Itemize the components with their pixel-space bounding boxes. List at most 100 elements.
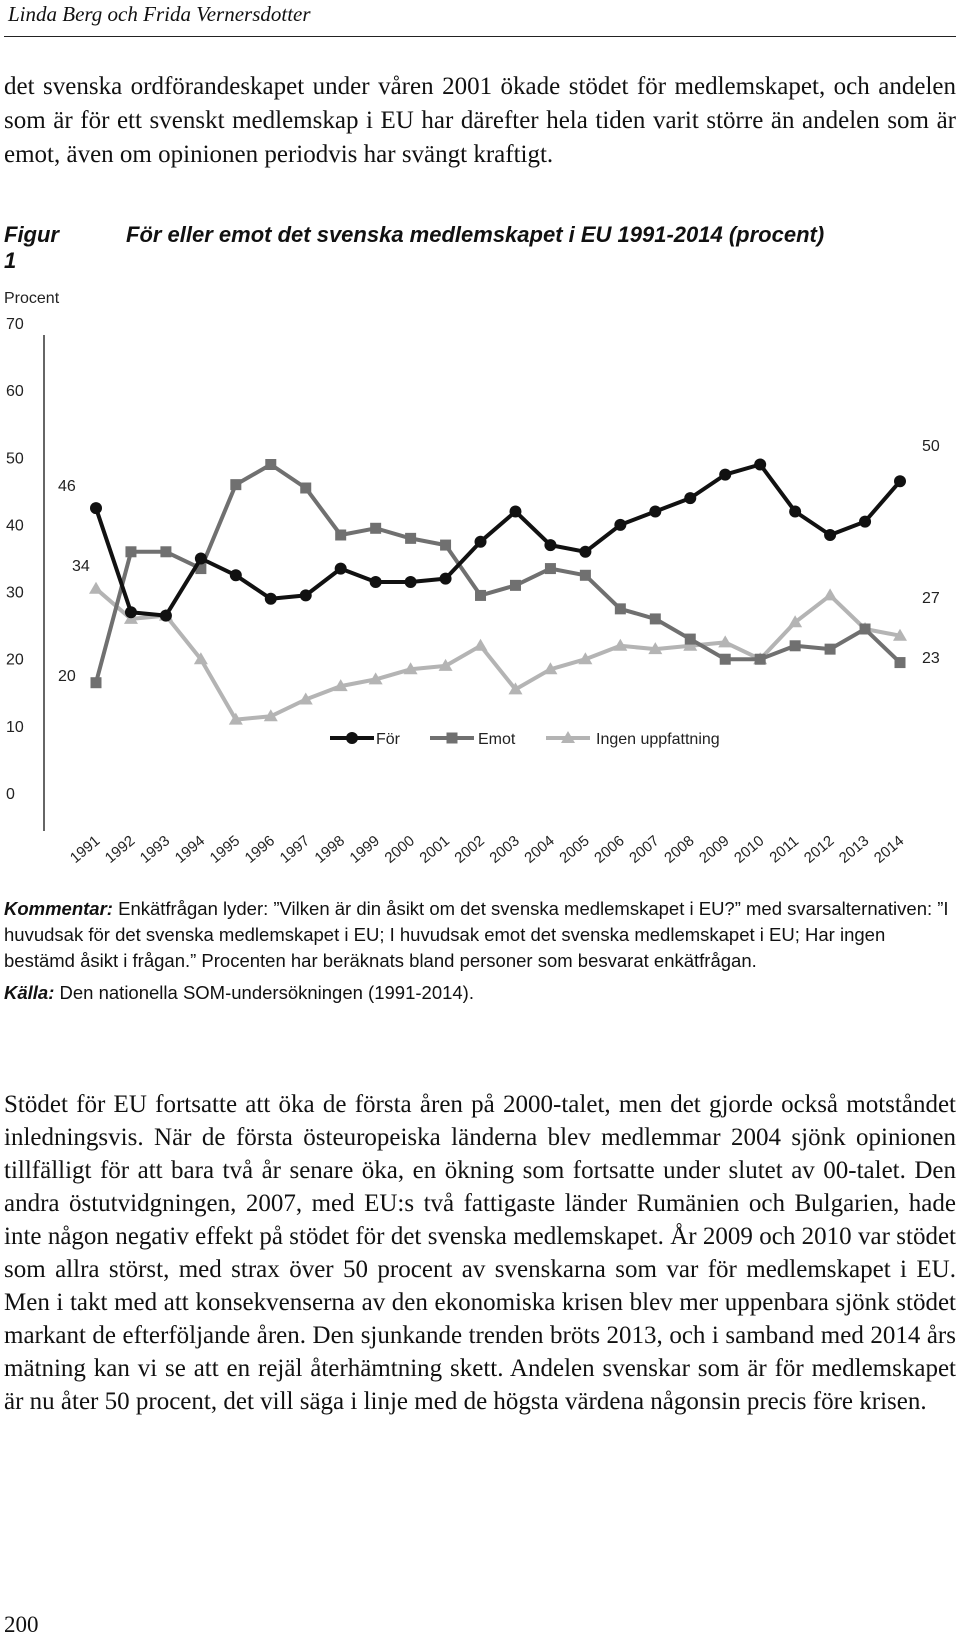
point-emot (230, 479, 242, 491)
point-emot (684, 633, 696, 645)
point-for (299, 589, 312, 602)
point-for (404, 576, 417, 588)
point-emot (160, 546, 172, 558)
legend-marker-for (346, 732, 358, 744)
y-tick-label: 40 (6, 517, 24, 534)
y-tick-label: 70 (6, 316, 24, 333)
point-ingen-uppfattning (683, 638, 698, 651)
point-emot (335, 529, 347, 541)
point-for (474, 535, 487, 548)
point-emot (475, 589, 487, 601)
y-tick-label: 10 (6, 719, 24, 736)
point-ingen-uppfattning (473, 638, 488, 651)
point-for (754, 458, 767, 471)
y-tick-label: 60 (6, 383, 24, 400)
point-emot (300, 482, 312, 494)
comment-label: Kommentar: (4, 898, 113, 919)
x-tick-label: 1993 (137, 832, 173, 866)
x-tick-label: 2014 (871, 832, 907, 866)
point-emot (440, 539, 452, 551)
y-tick-label: 0 (6, 786, 15, 803)
x-tick-label: 2005 (556, 832, 592, 866)
x-tick-label: 2010 (731, 832, 767, 866)
point-ingen-uppfattning (648, 642, 663, 655)
point-emot (719, 653, 731, 665)
x-tick-label: 2013 (836, 832, 872, 866)
line-chart: Procent010203040506070199119921993199419… (4, 290, 940, 867)
legend-marker-emot (446, 732, 458, 744)
point-for (369, 576, 382, 588)
x-tick-label: 2006 (591, 832, 627, 866)
series-line-triangle (94, 587, 901, 722)
point-emot (789, 640, 801, 652)
point-emot (195, 563, 207, 575)
x-tick-label: 2008 (661, 832, 697, 866)
x-tick-label: 2000 (381, 832, 417, 866)
point-ingen-uppfattning (403, 662, 418, 675)
point-emot (265, 459, 277, 470)
figure-label: Figur 1 (4, 222, 59, 273)
body-paragraph-2: Stödet för EU fortsatte att öka de först… (4, 1091, 956, 1415)
point-for (614, 518, 627, 531)
point-for (859, 515, 872, 528)
point-ingen-uppfattning (368, 672, 383, 685)
running-header: Linda Berg och Frida Vernersdotter (4, 0, 956, 37)
point-emot (754, 653, 766, 665)
point-for (229, 569, 242, 582)
x-tick-label: 2003 (486, 832, 522, 866)
x-tick-label: 2009 (696, 832, 732, 866)
point-emot (579, 569, 591, 581)
x-tick-label: 1991 (67, 832, 103, 866)
point-ingen-uppfattning (228, 712, 243, 725)
point-for (159, 609, 172, 622)
point-ingen-uppfattning (788, 615, 803, 628)
point-ingen-uppfattning (438, 658, 453, 671)
end-value-label: 27 (922, 590, 940, 607)
x-tick-label: 1995 (207, 832, 243, 866)
point-for (684, 492, 697, 505)
source-label: Källa: (4, 982, 55, 1003)
figure-title: För eller emot det svenska medlemskapet … (126, 222, 825, 247)
start-value-label: 20 (58, 668, 76, 685)
point-for (719, 468, 732, 481)
end-value-label: 23 (922, 650, 940, 667)
point-emot (90, 677, 102, 689)
legend-label: Ingen uppfattning (596, 731, 720, 748)
source-note: Källa: Den nationella SOM-undersökningen… (4, 980, 956, 1006)
point-for (124, 606, 137, 619)
point-ingen-uppfattning (578, 652, 593, 665)
series-line-square (94, 462, 902, 684)
point-ingen-uppfattning (893, 628, 907, 641)
point-for (334, 562, 347, 575)
x-tick-label: 1997 (277, 832, 313, 866)
x-tick-label: 2011 (766, 833, 802, 867)
point-ingen-uppfattning (613, 638, 628, 651)
x-tick-label: 2002 (451, 832, 487, 866)
point-ingen-uppfattning (333, 679, 348, 692)
point-ingen-uppfattning (193, 652, 208, 665)
point-ingen-uppfattning (89, 581, 103, 594)
body-paragraph-1: det svenska ordförandeskapet under våren… (4, 73, 956, 168)
x-tick-label: 1998 (312, 832, 348, 866)
x-tick-label: 1999 (347, 832, 383, 866)
x-tick-label: 1992 (102, 832, 138, 866)
x-tick-label: 1994 (172, 832, 208, 866)
legend-label: För (376, 731, 401, 748)
figure-notes: Kommentar: Enkätfrågan lyder: ”Vilken är… (4, 896, 956, 1006)
y-tick-label: 20 (6, 652, 24, 669)
x-tick-label: 2007 (626, 832, 662, 866)
point-for (789, 505, 802, 518)
point-for (90, 502, 102, 515)
point-emot (824, 643, 836, 655)
x-tick-label: 2004 (521, 832, 557, 866)
point-for (509, 505, 522, 518)
point-for (824, 529, 837, 541)
series-line-circle (94, 462, 902, 618)
source-text: Den nationella SOM-undersökningen (1991-… (54, 982, 474, 1003)
page-number: 200 (4, 1612, 39, 1637)
point-for (649, 505, 662, 518)
point-emot (509, 579, 521, 591)
point-emot (649, 613, 661, 625)
point-emot (614, 603, 626, 615)
point-ingen-uppfattning (263, 709, 278, 722)
